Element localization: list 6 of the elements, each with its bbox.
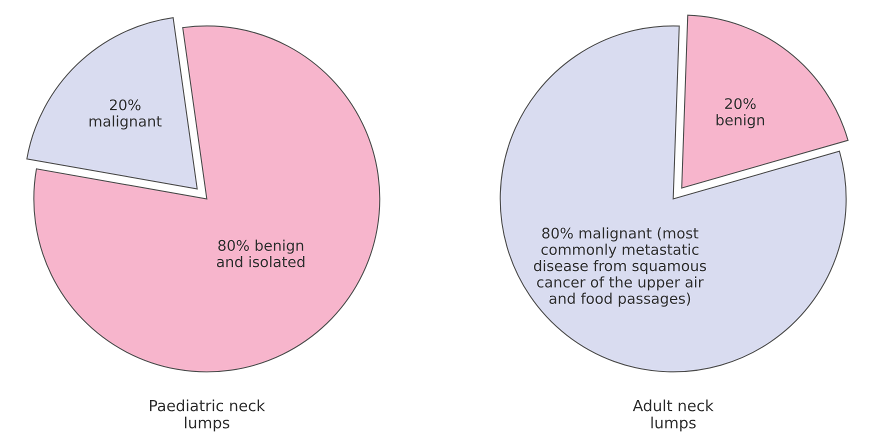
slice-label: 20% benign: [716, 98, 764, 128]
slice-label: 80% malignant (most commonly metastatic disease from squamous cancer of the upper air and food passages): [534, 227, 706, 307]
slice-label: 20% malignant: [90, 99, 162, 130]
text: Adult neck lumps: [632, 400, 714, 432]
text: Paediatric neck lumps: [150, 400, 266, 432]
slice-label: 80% benign and isolated: [216, 240, 304, 268]
